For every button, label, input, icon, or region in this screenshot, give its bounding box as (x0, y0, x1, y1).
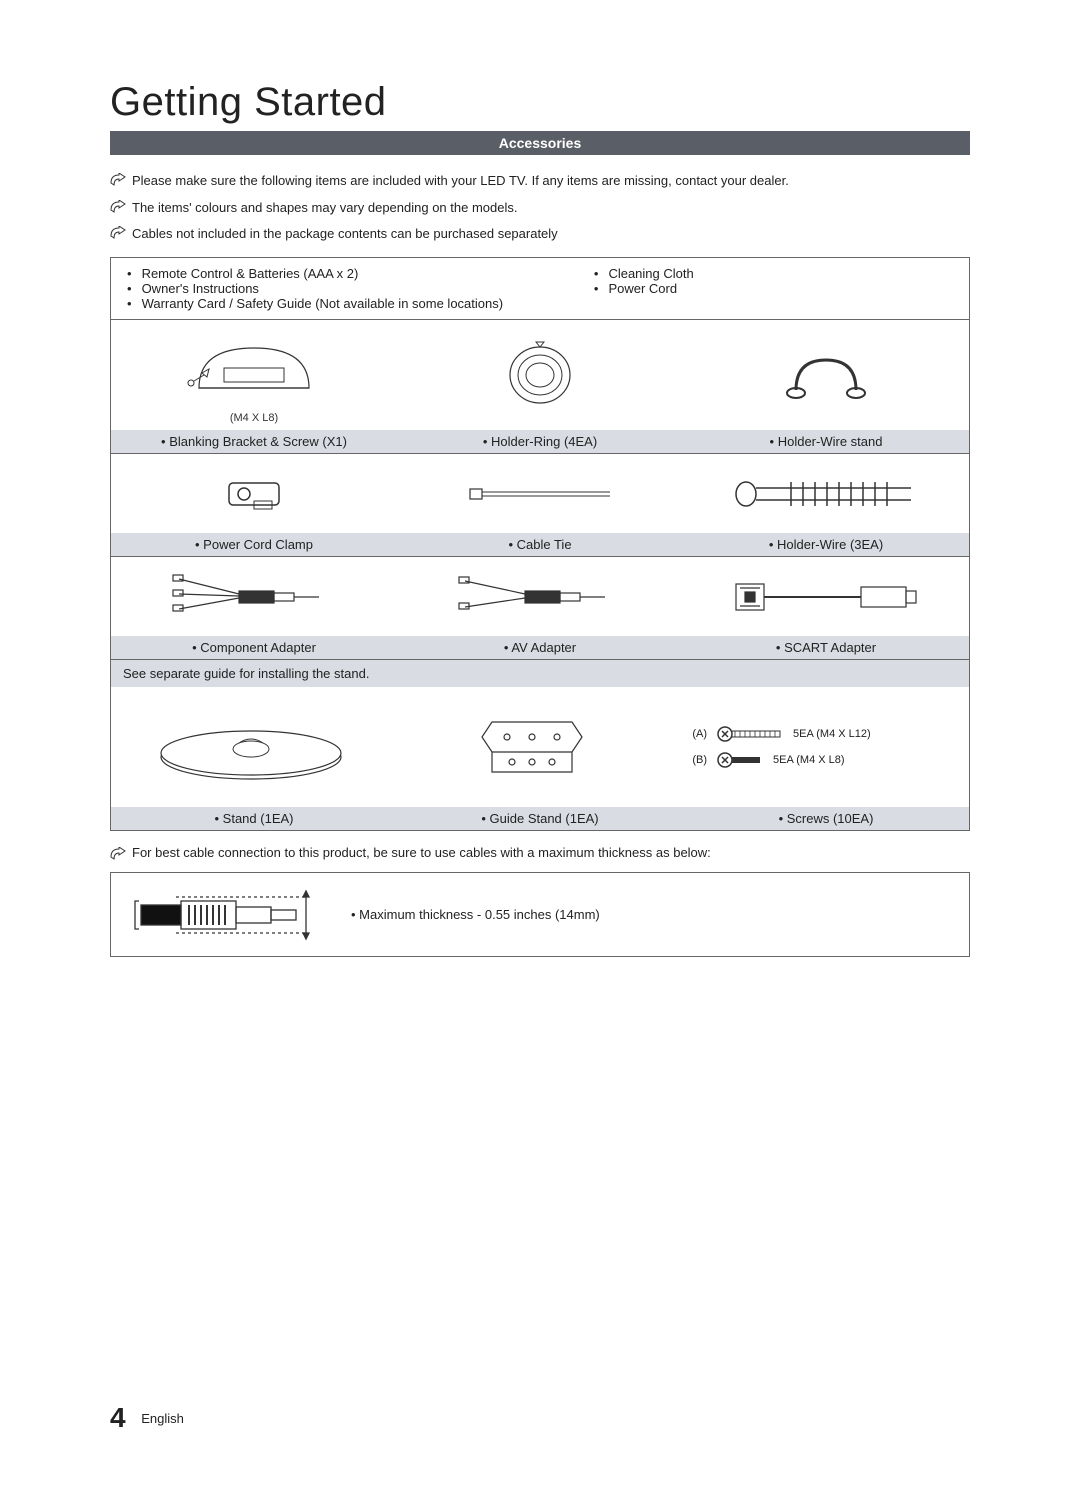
caption-row: Stand (1EA) Guide Stand (1EA) Screws (10… (111, 807, 969, 830)
page-language: English (141, 1411, 184, 1426)
list-item: Remote Control & Batteries (AAA x 2) (127, 266, 594, 281)
caption: Guide Stand (1EA) (481, 811, 598, 826)
caption: Blanking Bracket & Screw (X1) (161, 434, 347, 449)
caption-row: Blanking Bracket & Screw (X1) Holder-Rin… (111, 430, 969, 453)
scart-adapter-image (687, 563, 965, 630)
caption: AV Adapter (504, 640, 576, 655)
list-item: Owner's Instructions (127, 281, 594, 296)
holder-wire-3ea-image (687, 460, 965, 527)
footer-note-text: For best cable connection to this produc… (132, 845, 711, 864)
caption: Holder-Ring (4EA) (483, 434, 597, 449)
note-icon (110, 847, 126, 864)
stand-image (115, 693, 388, 801)
cable-thickness-text: Maximum thickness - 0.55 inches (14mm) (351, 907, 600, 922)
blanking-bracket-image (115, 326, 393, 410)
caption: Power Cord Clamp (195, 537, 313, 552)
cable-connector-image (131, 887, 311, 942)
page-title: Getting Started (110, 80, 970, 125)
caption: SCART Adapter (776, 640, 876, 655)
screw-a-text: 5EA (M4 X L12) (793, 721, 871, 747)
page-number-digit: 4 (110, 1402, 126, 1433)
accessories-box: Remote Control & Batteries (AAA x 2) Own… (110, 257, 970, 831)
screw-b-text: 5EA (M4 X L8) (773, 747, 845, 773)
av-adapter-image (401, 563, 679, 630)
page-number: 4 English (110, 1402, 184, 1434)
note-text: Please make sure the following items are… (132, 169, 789, 194)
component-adapter-image (115, 563, 393, 630)
bracket-screw-spec: (M4 X L8) (230, 412, 278, 424)
cable-thickness-note: For best cable connection to this produc… (110, 845, 970, 864)
holder-wire-stand-image (687, 326, 965, 424)
caption: Screws (10EA) (779, 811, 874, 826)
note-icon (110, 224, 126, 249)
screw-long-icon (715, 724, 785, 744)
caption: Cable Tie (508, 537, 571, 552)
list-item: Warranty Card / Safety Guide (Not availa… (127, 296, 594, 311)
caption-row: Component Adapter AV Adapter SCART Adapt… (111, 636, 969, 659)
caption: Stand (1EA) (215, 811, 294, 826)
screws-spec: (A) (692, 721, 870, 774)
caption: Holder-Wire (3EA) (769, 537, 883, 552)
list-item: Cleaning Cloth (594, 266, 953, 281)
notes-block: Please make sure the following items are… (110, 169, 970, 249)
list-item: Power Cord (594, 281, 953, 296)
note-icon (110, 171, 126, 196)
stand-install-note: See separate guide for installing the st… (111, 659, 969, 687)
holder-ring-image (401, 326, 679, 424)
power-cord-clamp-image (115, 460, 393, 527)
caption: Holder-Wire stand (770, 434, 883, 449)
note-text: The items' colours and shapes may vary d… (132, 196, 517, 221)
screw-a-label: (A) (692, 721, 707, 747)
screw-short-icon (715, 750, 765, 770)
screw-b-label: (B) (692, 747, 707, 773)
note-text: Cables not included in the package conte… (132, 222, 558, 247)
cable-thickness-box: Maximum thickness - 0.55 inches (14mm) (110, 872, 970, 957)
caption-row: Power Cord Clamp Cable Tie Holder-Wire (… (111, 533, 969, 556)
caption: Component Adapter (192, 640, 316, 655)
note-icon (110, 198, 126, 223)
section-header-accessories: Accessories (110, 131, 970, 155)
cable-tie-image (401, 460, 679, 527)
guide-stand-image (396, 693, 669, 801)
included-items-list: Remote Control & Batteries (AAA x 2) Own… (111, 258, 969, 319)
